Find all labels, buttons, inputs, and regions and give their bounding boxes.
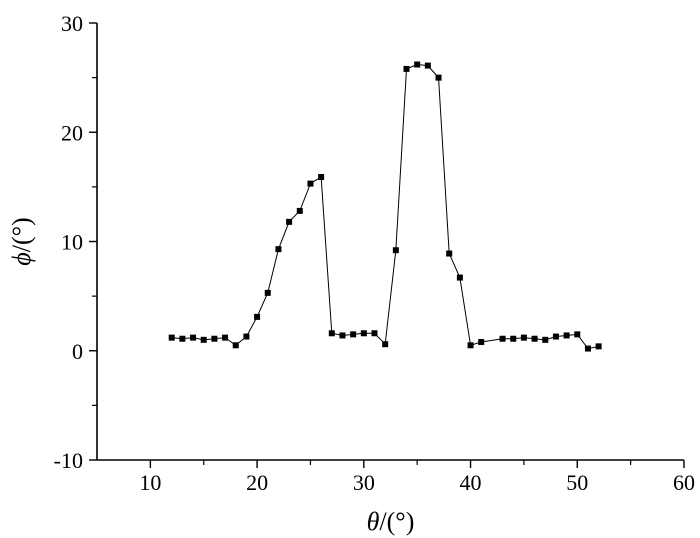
data-point [510,335,517,342]
data-point [499,335,506,342]
data-point [552,333,559,340]
data-point [542,336,549,343]
data-point [339,332,346,339]
data-point [264,289,271,296]
y-tick-label: 10 [61,230,83,255]
data-point [168,334,175,341]
data-point [456,274,463,281]
data-point [350,331,357,338]
data-point [574,331,581,338]
data-point [296,207,303,214]
data-point [179,335,186,342]
data-point [403,65,410,72]
data-point [200,336,207,343]
axes [96,23,684,461]
data-point [595,343,602,350]
y-tick-label: 0 [72,339,83,364]
data-point [414,61,421,68]
series [168,61,602,352]
data-point [563,332,570,339]
data-point [424,62,431,69]
y-tick-label: 30 [61,11,83,36]
data-point [382,341,389,348]
data-point [318,174,325,181]
ticks [89,22,685,468]
data-point [328,330,335,337]
data-point [275,246,282,253]
data-point [232,342,239,349]
x-tick-label: 20 [246,470,268,495]
x-tick-label: 40 [460,470,482,495]
y-axis-symbol: ϕ [7,252,36,265]
data-point [360,330,367,337]
data-point [307,180,314,187]
x-axis-unit: /(°) [379,507,414,536]
y-tick-label: 20 [61,120,83,145]
data-point [371,330,378,337]
data-point [435,74,442,81]
data-point [446,250,453,257]
data-point [190,334,197,341]
data-point [254,313,261,320]
y-tick-label: -10 [54,448,83,473]
data-point [222,334,229,341]
x-axis-symbol: θ [367,507,380,536]
x-tick-label: 10 [139,470,161,495]
data-point [531,335,538,342]
data-point [520,334,527,341]
data-point [211,335,218,342]
data-point [392,247,399,254]
series-line [171,63,599,350]
x-tick-label: 60 [673,470,695,495]
y-axis-unit: /(°) [7,217,36,252]
data-point [286,218,293,225]
y-axis-title: ϕ/(°) [7,217,36,265]
data-point [584,345,591,352]
x-tick-label: 50 [566,470,588,495]
data-point [467,342,474,349]
data-point [243,333,250,340]
data-point [478,339,485,346]
x-tick-label: 30 [353,470,375,495]
x-axis-title: θ/(°) [367,507,415,536]
tick-labels: 10 20 30 40 50 60 -10 0 10 20 30 [54,11,695,495]
